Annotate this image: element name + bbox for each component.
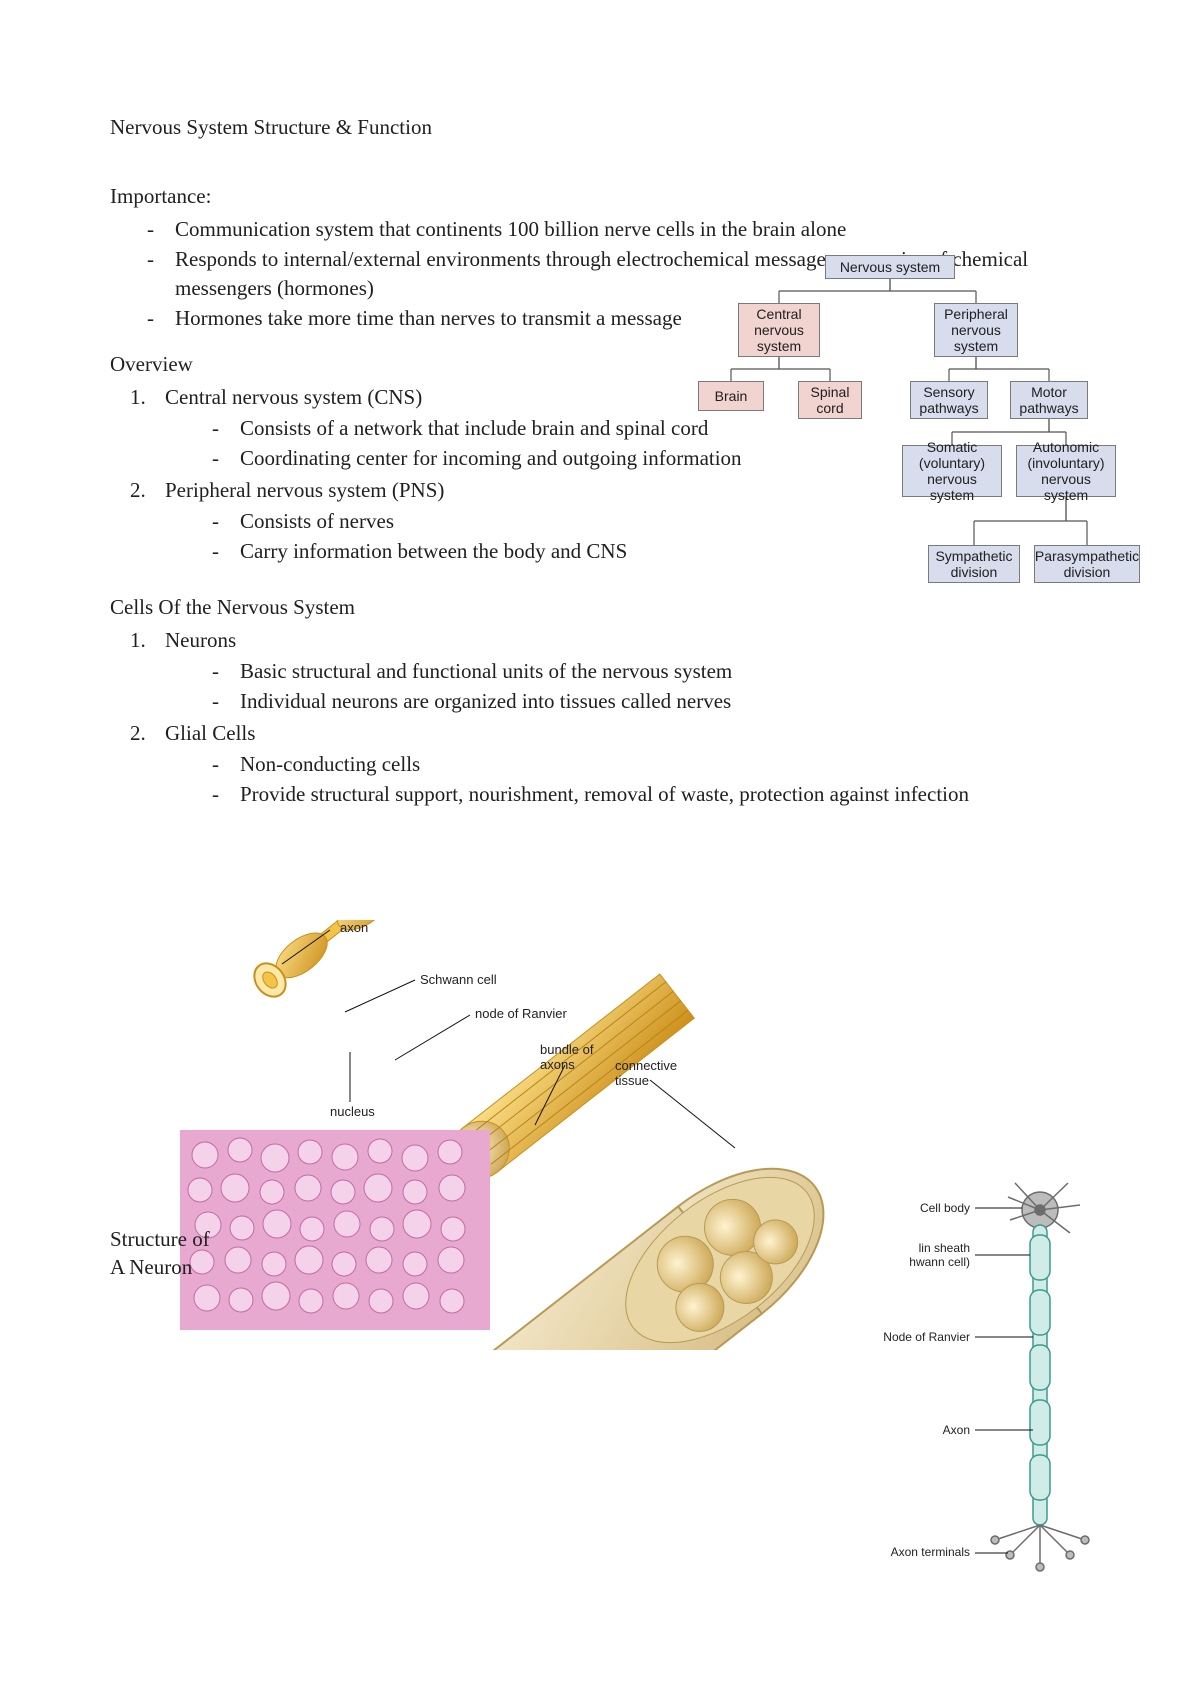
page-title: Nervous System Structure & Function: [110, 115, 1090, 140]
list-item: Glial Cells Non-conducting cells Provide…: [165, 719, 1090, 808]
tree-node-root: Nervous system: [825, 255, 955, 279]
cells-heading: Cells Of the Nervous System: [110, 595, 1090, 620]
tree-node-spinal: Spinal cord: [798, 381, 862, 419]
neuron-svg: [880, 1175, 1100, 1575]
cells-list: Neurons Basic structural and functional …: [110, 626, 1090, 808]
label-ranvier2: Node of Ranvier: [880, 1330, 970, 1344]
tree-node-symp: Sympathetic division: [928, 545, 1020, 583]
tree-node-pns: Peripheral nervous system: [934, 303, 1018, 357]
list-item: Non-conducting cells: [240, 750, 1090, 778]
list-item: Communication system that continents 100…: [175, 215, 1090, 243]
tree-node-cns: Central nervous system: [738, 303, 820, 357]
item-label: Peripheral nervous system (PNS): [165, 478, 444, 502]
list-item: Individual neurons are organized into ti…: [240, 687, 1090, 715]
label-bundle: bundle of axons: [540, 1042, 600, 1072]
label-connective: connective tissue: [615, 1058, 695, 1088]
item-label: Neurons: [165, 628, 236, 652]
tree-node-motor: Motor pathways: [1010, 381, 1088, 419]
list-item: Neurons Basic structural and functional …: [165, 626, 1090, 715]
tree-node-brain: Brain: [698, 381, 764, 411]
nerve-anatomy-figure: axon Schwann cell node of Ranvier nucleu…: [180, 920, 900, 1350]
label-axon2: Axon: [880, 1423, 970, 1437]
tree-node-sensory: Sensory pathways: [910, 381, 988, 419]
item-label: Glial Cells: [165, 721, 255, 745]
label-schwann: Schwann cell: [420, 972, 497, 987]
nerve-svg: [180, 920, 900, 1350]
tree-node-auto: Autonomic (involuntary) nervous system: [1016, 445, 1116, 497]
importance-heading: Importance:: [110, 184, 1090, 209]
list-item: Basic structural and functional units of…: [240, 657, 1090, 685]
list-item: Provide structural support, nourishment,…: [240, 780, 1090, 808]
micrograph-icon: [180, 1130, 490, 1330]
tree-node-para: Parasympathetic division: [1034, 545, 1140, 583]
label-cellbody: Cell body: [880, 1201, 970, 1215]
label-sheath: lin sheath hwann cell): [880, 1241, 970, 1269]
label-ranvier: node of Ranvier: [475, 1006, 567, 1021]
list-item: Hormones take more time than nerves to t…: [175, 304, 735, 332]
nervous-system-tree-diagram: Nervous systemCentral nervous system Peri…: [680, 255, 1100, 595]
label-nucleus: nucleus: [330, 1104, 375, 1119]
label-axon: axon: [340, 920, 368, 935]
label-terminals: Axon terminals: [880, 1545, 970, 1559]
item-label: Central nervous system (CNS): [165, 385, 422, 409]
tree-node-somatic: Somatic (voluntary) nervous system: [902, 445, 1002, 497]
structure-of-neuron-heading: Structure of A Neuron: [110, 1225, 210, 1282]
neuron-figure: Cell body lin sheath hwann cell) Node of…: [880, 1175, 1100, 1575]
